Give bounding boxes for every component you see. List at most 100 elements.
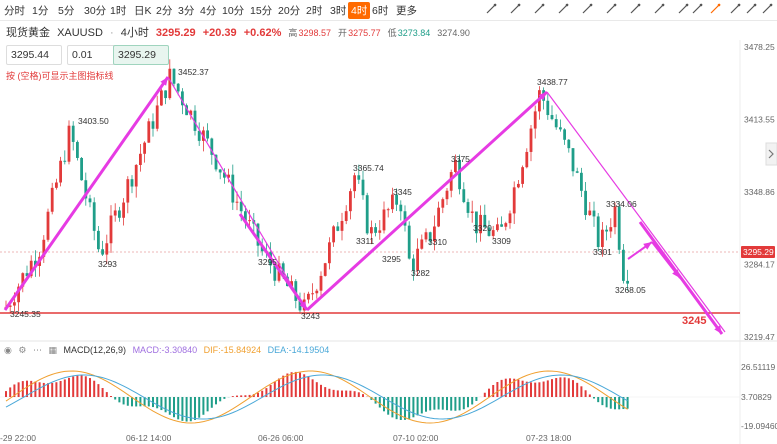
dif-line	[5, 370, 628, 424]
draw-line-icon[interactable]	[486, 3, 500, 17]
candle-body	[382, 209, 386, 231]
macd-bar	[143, 397, 146, 407]
timeframe-4[interactable]: 1时	[110, 5, 127, 17]
candle-body	[584, 190, 587, 216]
time-tick: -29 22:00	[0, 433, 36, 443]
price-annotation-p18: 3334.06	[606, 199, 637, 209]
candle-body	[92, 202, 96, 231]
macd-bar	[189, 397, 192, 422]
timeframe-1[interactable]: 1分	[32, 5, 49, 17]
timeframe-2[interactable]: 5分	[58, 5, 75, 17]
macd-bar	[395, 397, 398, 420]
macd-bar	[588, 394, 591, 397]
timeframe-13[interactable]: 3时	[330, 5, 347, 17]
candle-body	[29, 260, 33, 277]
timeframe-0[interactable]: 分时	[4, 5, 25, 17]
low-value: 3273.84	[397, 28, 431, 38]
candle-body	[227, 174, 230, 178]
macd-bar	[383, 397, 385, 412]
macd-more-icon[interactable]: ⋯	[32, 345, 42, 355]
wave-arrow-2-head	[299, 301, 307, 310]
macd-bar	[601, 397, 604, 406]
current-price-tag-text: 3295.29	[743, 247, 774, 257]
timeframe-10[interactable]: 15分	[250, 5, 273, 17]
text-icon[interactable]	[534, 3, 548, 17]
quantity-input[interactable]: 0.01	[67, 45, 115, 65]
macd-bar	[114, 397, 117, 400]
time-tick: 06-12 14:00	[126, 433, 172, 443]
brush-icon[interactable]	[582, 3, 596, 17]
wave-arrow-4[interactable]	[638, 221, 724, 335]
wave-arrow-1[interactable]	[3, 76, 170, 311]
timeframe-3[interactable]: 30分	[84, 5, 107, 17]
indicator-hint: 按 (空格)可显示主图指标线	[6, 71, 114, 81]
timeframe-9[interactable]: 10分	[222, 5, 245, 17]
wave-arrow-2[interactable]	[238, 213, 309, 311]
delete-icon[interactable]	[678, 3, 692, 17]
fib-icon[interactable]	[630, 3, 644, 17]
candle-body	[466, 202, 470, 213]
timeframe-5[interactable]: 日K	[134, 5, 152, 17]
trend-line-icon[interactable]	[510, 3, 524, 17]
timeframe-15[interactable]: 6时	[372, 5, 389, 17]
macd-bar	[609, 397, 612, 409]
settings-icon[interactable]	[762, 3, 776, 17]
macd-bar	[546, 380, 549, 397]
macd-bar	[286, 373, 289, 397]
macd-bar	[563, 377, 566, 397]
candle-body	[336, 226, 340, 231]
candle-body	[458, 159, 461, 190]
timeframe-16[interactable]: 更多	[396, 5, 417, 17]
measure-icon[interactable]	[558, 3, 572, 17]
candle-body	[571, 148, 575, 172]
candle-body	[580, 172, 583, 191]
macd-bar	[93, 380, 96, 397]
timeframe-6[interactable]: 2分	[156, 5, 173, 17]
candle-body	[223, 172, 226, 178]
macd-bar	[26, 380, 28, 397]
timeframe-8[interactable]: 4分	[200, 5, 217, 17]
candle-body	[67, 125, 71, 162]
macd-bar	[517, 379, 520, 397]
candle-body	[210, 138, 214, 155]
macd-bar	[181, 397, 184, 421]
macd-bar	[458, 397, 461, 411]
macd-bar	[223, 397, 226, 399]
bid-price-box[interactable]: 3295.44	[6, 45, 62, 65]
macd-settings-icon[interactable]: ⚙	[18, 345, 27, 355]
crosshair-icon[interactable]	[606, 3, 620, 17]
collapse-panel-button[interactable]	[765, 142, 777, 166]
candle-body	[172, 68, 176, 84]
candle-body	[470, 211, 474, 213]
macd-bar	[425, 397, 427, 412]
instrument-symbol[interactable]: XAUUSD	[57, 27, 103, 39]
timeframe-7[interactable]: 3分	[178, 5, 195, 17]
candle-body	[445, 190, 449, 200]
macd-bar	[42, 382, 45, 397]
close-value: 3274.90	[437, 28, 470, 38]
macd-bar	[198, 397, 201, 418]
timeframe-12[interactable]: 2时	[306, 5, 323, 17]
instrument-interval[interactable]: 4小时	[120, 27, 149, 39]
shape-icon[interactable]	[654, 3, 668, 17]
highlight-icon[interactable]	[710, 3, 724, 17]
eye-icon[interactable]	[746, 3, 760, 17]
magnet-icon[interactable]	[692, 3, 706, 17]
candle-body	[21, 273, 25, 287]
candle-body	[164, 90, 167, 99]
lock-icon[interactable]	[730, 3, 744, 17]
instrument-name[interactable]: 现货黄金	[6, 27, 50, 39]
timeframe-14[interactable]: 4时	[348, 2, 371, 19]
macd-bar	[420, 397, 423, 414]
macd-bar	[471, 397, 474, 405]
candle-body	[395, 194, 398, 205]
ask-price-box[interactable]: 3295.29	[113, 45, 169, 65]
wave-arrow-3[interactable]	[305, 90, 549, 312]
timeframe-11[interactable]: 20分	[278, 5, 301, 17]
candle-body	[596, 216, 600, 248]
candle-body	[101, 249, 104, 255]
candle-body	[97, 230, 100, 250]
price-chart[interactable]: 3478.25 3413.55 3348.86 3284.17 3219.47 3295.…	[0, 40, 777, 444]
macd-toggle-icon[interactable]: ◉	[4, 345, 12, 355]
candle-body	[59, 160, 62, 183]
